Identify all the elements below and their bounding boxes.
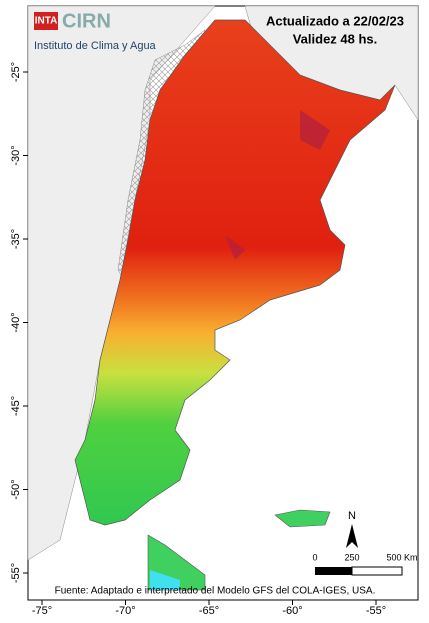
lat-label: -50° — [10, 479, 22, 499]
updated: Actualizado a 22/02/23 — [266, 13, 404, 28]
lon-label: -55° — [366, 605, 386, 617]
lat-label: -55° — [10, 563, 22, 583]
hot-spot — [225, 110, 330, 260]
logo-name: CIRN — [62, 10, 111, 32]
lat-label: -40° — [10, 312, 22, 332]
logo-badge — [34, 12, 58, 30]
scale-bar-black — [315, 567, 352, 575]
scale-bar-white — [351, 566, 403, 576]
validity: Validez 48 hs. — [293, 31, 378, 46]
scale-mid: 250 — [344, 552, 359, 562]
lat-label: -35° — [10, 229, 22, 249]
lon-label: -70° — [115, 605, 135, 617]
logo-subtitle: Instituto de Clima y Agua — [34, 40, 157, 52]
logo-badge-text: INTA — [35, 16, 58, 27]
lon-label: -65° — [199, 605, 219, 617]
cool-spot — [150, 570, 180, 590]
north-arrow — [346, 524, 358, 548]
lat-label: -30° — [10, 145, 22, 165]
lat-label: -25° — [10, 62, 22, 82]
falklands — [274, 509, 331, 528]
north-label: N — [348, 510, 356, 522]
lon-label: -75° — [32, 605, 52, 617]
lat-label: -45° — [10, 396, 22, 416]
scale-end: 500 Km — [386, 552, 417, 562]
footer: Fuente: Adaptado e interpretado del Mode… — [55, 586, 376, 597]
lon-label: -60° — [282, 605, 302, 617]
scale-start: 0 — [312, 552, 317, 562]
